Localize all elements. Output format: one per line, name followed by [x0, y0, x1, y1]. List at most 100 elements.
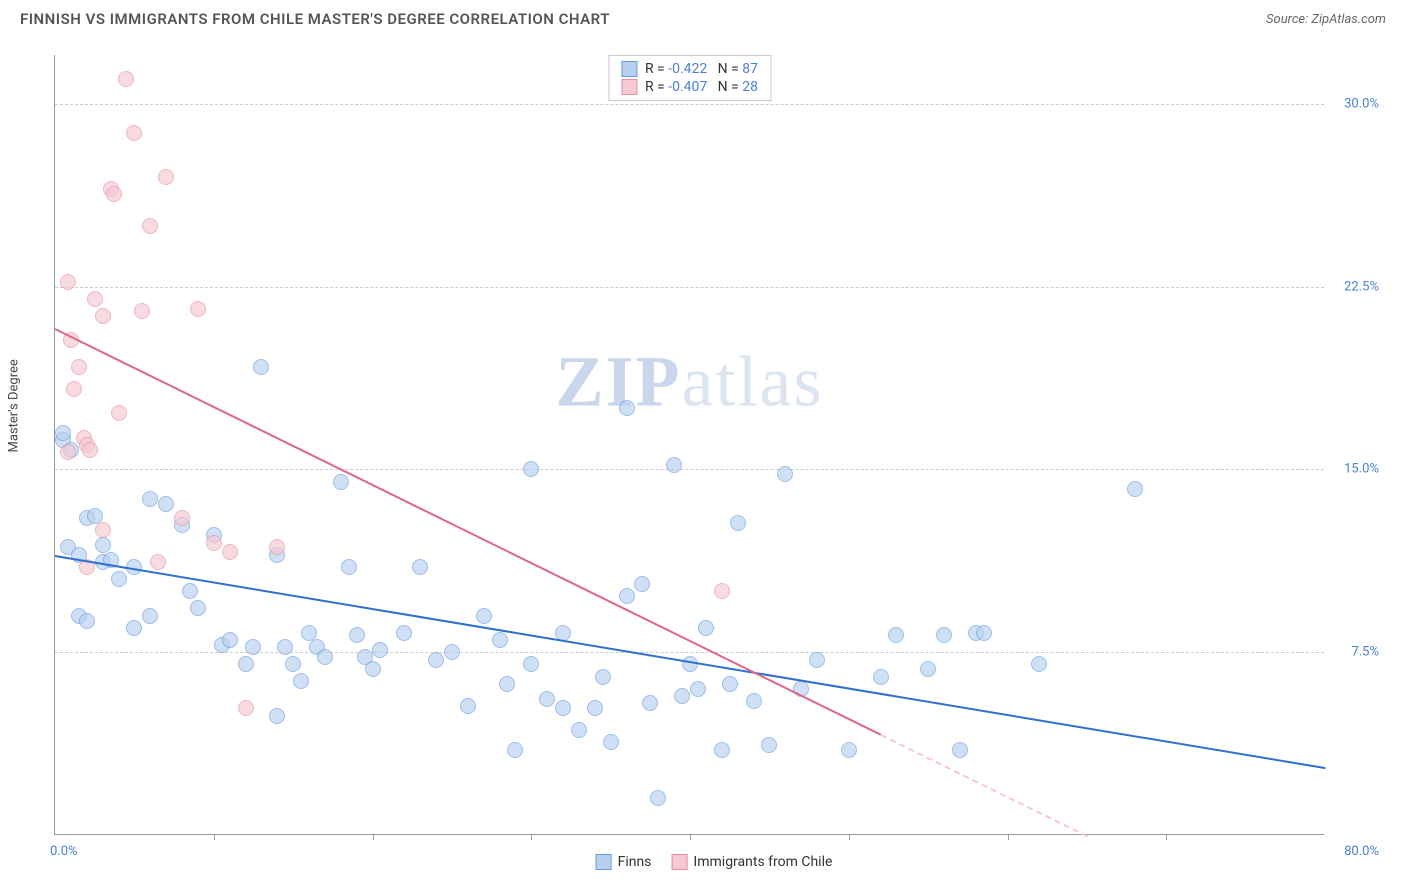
y-axis-label: Master's Degree	[7, 359, 22, 452]
data-point	[285, 656, 301, 672]
data-point	[317, 649, 333, 665]
data-point	[277, 639, 293, 655]
data-point	[777, 466, 793, 482]
data-point	[293, 673, 309, 689]
legend: Finns Immigrants from Chile	[596, 854, 833, 870]
data-point	[523, 656, 539, 672]
data-point	[666, 457, 682, 473]
data-point	[976, 625, 992, 641]
data-point	[95, 522, 111, 538]
data-point	[60, 444, 76, 460]
data-point	[1127, 481, 1143, 497]
data-point	[82, 442, 98, 458]
data-point	[87, 508, 103, 524]
data-point	[682, 656, 698, 672]
gridline	[55, 652, 1324, 653]
chart-container: Master's Degree ZIPatlas R = -0.422 N = …	[44, 45, 1384, 845]
data-point	[126, 125, 142, 141]
data-point	[126, 620, 142, 636]
data-point	[158, 496, 174, 512]
data-point	[571, 722, 587, 738]
data-point	[746, 693, 762, 709]
data-point	[809, 652, 825, 668]
data-point	[714, 742, 730, 758]
data-point	[722, 676, 738, 692]
data-point	[619, 588, 635, 604]
data-point	[492, 632, 508, 648]
legend-swatch	[671, 854, 687, 870]
y-tick-label: 30.0%	[1344, 96, 1379, 111]
data-point	[873, 669, 889, 685]
gridline	[55, 287, 1324, 288]
data-point	[761, 737, 777, 753]
data-point	[698, 620, 714, 636]
data-point	[428, 652, 444, 668]
x-tick	[690, 834, 691, 840]
data-point	[888, 627, 904, 643]
data-point	[134, 303, 150, 319]
x-tick	[1008, 834, 1009, 840]
x-min-label: 0.0%	[50, 844, 78, 859]
x-tick	[849, 834, 850, 840]
data-point	[111, 571, 127, 587]
data-point	[245, 639, 261, 655]
data-point	[269, 708, 285, 724]
data-point	[555, 700, 571, 716]
data-point	[587, 700, 603, 716]
data-point	[499, 676, 515, 692]
data-point	[650, 790, 666, 806]
data-point	[95, 308, 111, 324]
data-point	[142, 491, 158, 507]
data-point	[396, 625, 412, 641]
stats-text: R = -0.422 N = 87	[645, 61, 758, 77]
gridline	[55, 469, 1324, 470]
data-point	[365, 661, 381, 677]
legend-label: Finns	[618, 854, 652, 870]
data-point	[174, 510, 190, 526]
data-point	[349, 627, 365, 643]
data-point	[106, 186, 122, 202]
legend-swatch	[621, 79, 637, 95]
data-point	[412, 559, 428, 575]
data-point	[920, 661, 936, 677]
data-point	[341, 559, 357, 575]
data-point	[87, 291, 103, 307]
data-point	[603, 734, 619, 750]
data-point	[333, 474, 349, 490]
data-point	[507, 742, 523, 758]
data-point	[206, 535, 222, 551]
data-point	[269, 539, 285, 555]
data-point	[952, 742, 968, 758]
data-point	[301, 625, 317, 641]
legend-label: Immigrants from Chile	[693, 854, 832, 870]
data-point	[730, 515, 746, 531]
correlation-stats-box: R = -0.422 N = 87 R = -0.407 N = 28	[608, 55, 771, 101]
x-tick	[214, 834, 215, 840]
chart-source: Source: ZipAtlas.com	[1266, 12, 1386, 27]
data-point	[222, 632, 238, 648]
data-point	[714, 583, 730, 599]
gridline	[55, 104, 1324, 105]
data-point	[841, 742, 857, 758]
data-point	[444, 644, 460, 660]
data-point	[595, 669, 611, 685]
data-point	[182, 583, 198, 599]
legend-swatch	[621, 61, 637, 77]
y-tick-label: 7.5%	[1351, 645, 1379, 660]
data-point	[190, 600, 206, 616]
data-point	[158, 169, 174, 185]
data-point	[142, 218, 158, 234]
x-tick	[1166, 834, 1167, 840]
data-point	[71, 359, 87, 375]
data-point	[150, 554, 166, 570]
x-max-label: 80.0%	[1344, 844, 1379, 859]
data-point	[142, 608, 158, 624]
data-point	[118, 71, 134, 87]
data-point	[936, 627, 952, 643]
y-tick-label: 15.0%	[1344, 462, 1379, 477]
chart-header: FINNISH VS IMMIGRANTS FROM CHILE MASTER'…	[0, 0, 1406, 33]
data-point	[60, 274, 76, 290]
y-tick-label: 22.5%	[1344, 279, 1379, 294]
data-point	[539, 691, 555, 707]
stats-text: R = -0.407 N = 28	[645, 79, 758, 95]
